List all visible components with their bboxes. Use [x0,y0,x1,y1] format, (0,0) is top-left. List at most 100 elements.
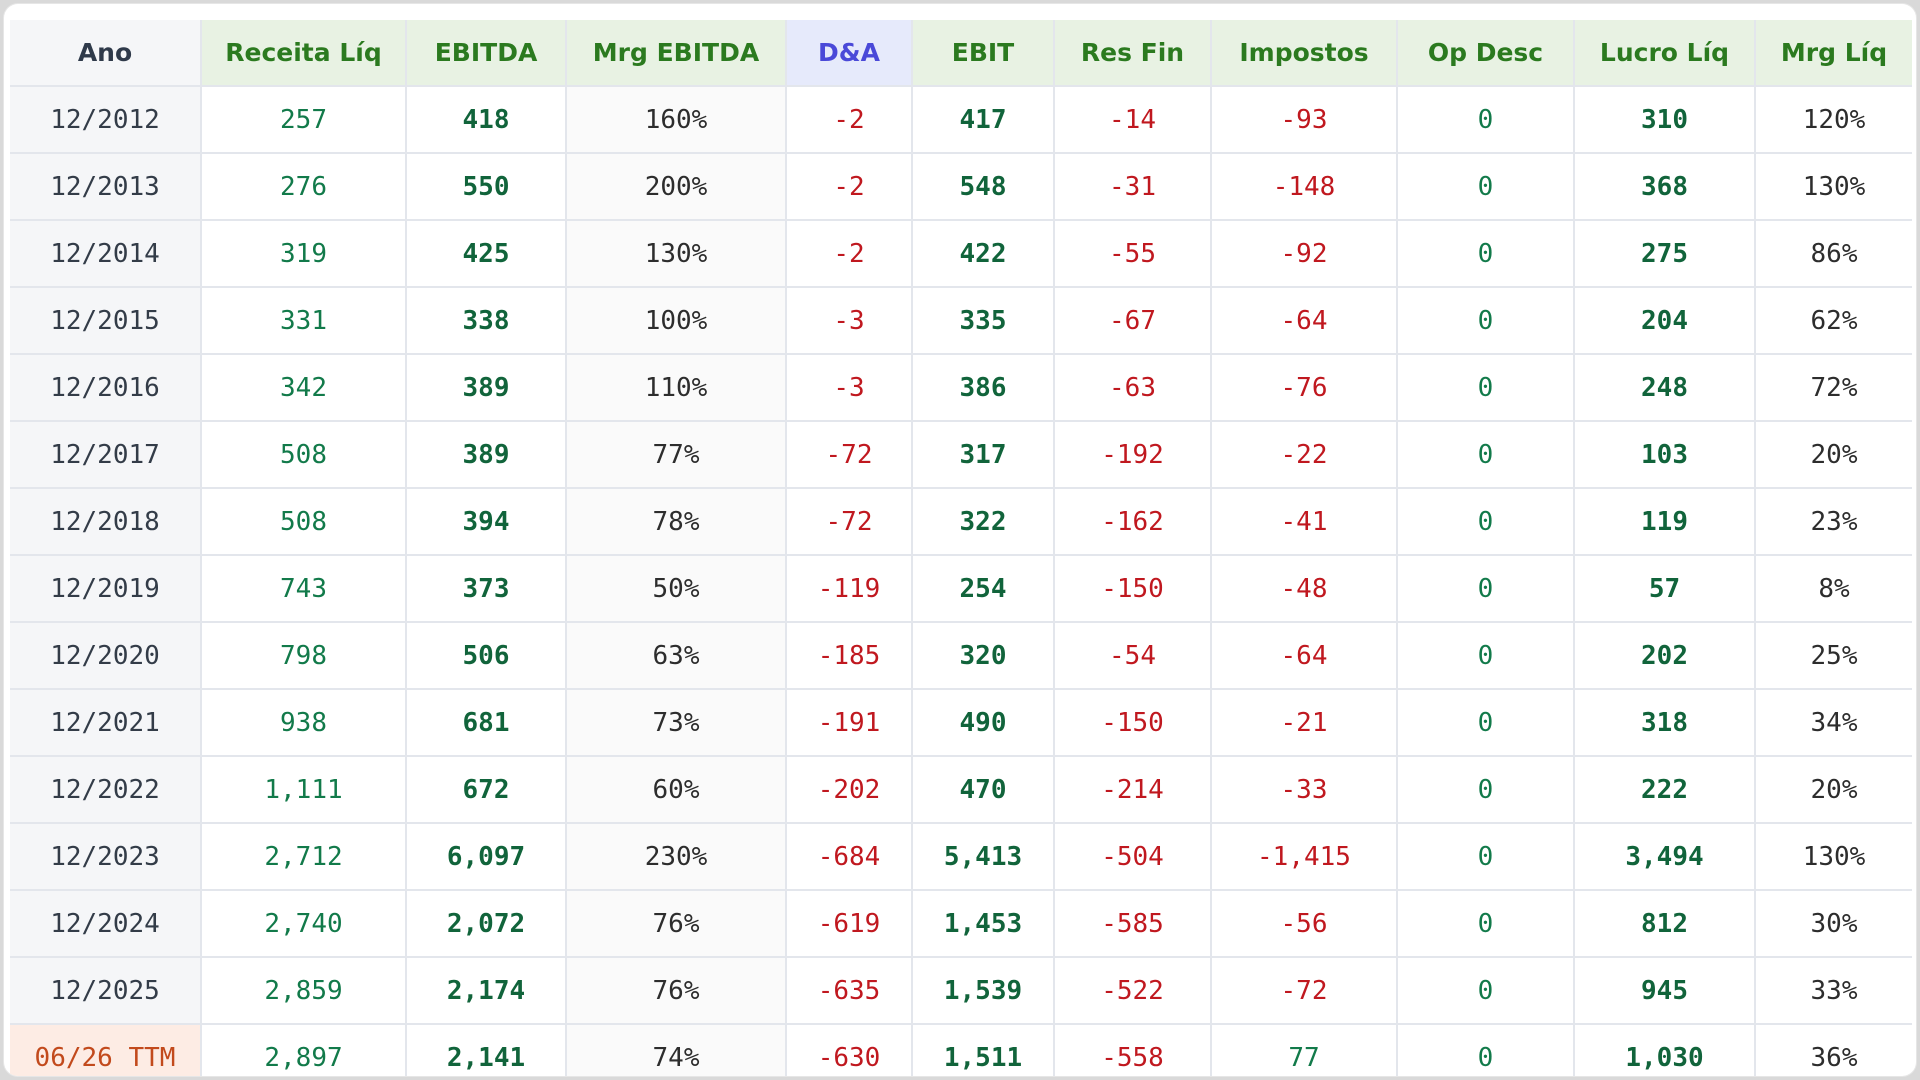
cell-ebit: 5,413 [912,823,1055,891]
cell-mrg-ebitda: 110% [566,354,787,422]
col-header-res-fin[interactable]: Res Fin [1054,20,1212,87]
cell-op-desc: 0 [1397,622,1575,690]
cell-ano: 12/2020 [10,622,202,690]
cell-res-fin: -504 [1054,823,1212,891]
cell-mrg-ebitda: 63% [566,622,787,690]
cell-ebit: 322 [912,488,1055,556]
cell-da: -202 [786,756,913,824]
cell-op-desc: 0 [1397,1024,1575,1076]
col-header-mrg-liq[interactable]: Mrg Líq [1755,20,1912,87]
cell-lucro: 318 [1574,689,1756,757]
cell-ebitda: 425 [406,220,567,288]
cell-mrg-ebitda: 200% [566,153,787,221]
cell-ebit: 1,453 [912,890,1055,958]
cell-ebit: 1,539 [912,957,1055,1025]
cell-res-fin: -522 [1054,957,1212,1025]
col-header-lucro[interactable]: Lucro Líq [1574,20,1756,87]
cell-op-desc: 0 [1397,890,1575,958]
table-row: 12/2025 2,859 2,174 76% -635 1,539 -522 -72 0 945… [10,957,1912,1025]
cell-op-desc: 0 [1397,555,1575,623]
table-row: 12/2023 2,712 6,097 230% -684 5,413 -504 -1,415… [10,823,1912,891]
cell-ebit: 422 [912,220,1055,288]
cell-impostos: -72 [1211,957,1398,1025]
table-row: 12/2020 798 506 63% -185 320 -54 -64 0 202 25% [10,622,1912,690]
cell-ano: 12/2014 [10,220,202,288]
cell-da: -185 [786,622,913,690]
cell-res-fin: -63 [1054,354,1212,422]
cell-ebit: 548 [912,153,1055,221]
col-header-ano[interactable]: Ano [10,20,202,87]
col-header-ebitda[interactable]: EBITDA [406,20,567,87]
cell-mrg-liq: 8% [1755,555,1912,623]
cell-da: -684 [786,823,913,891]
cell-da: -3 [786,287,913,355]
cell-ebit: 320 [912,622,1055,690]
cell-mrg-liq: 36% [1755,1024,1912,1076]
cell-da: -2 [786,220,913,288]
cell-receita: 276 [201,153,407,221]
cell-impostos: -64 [1211,287,1398,355]
cell-mrg-ebitda: 76% [566,890,787,958]
cell-mrg-liq: 33% [1755,957,1912,1025]
cell-ano: 12/2015 [10,287,202,355]
cell-lucro: 103 [1574,421,1756,489]
cell-receita: 508 [201,421,407,489]
col-header-receita[interactable]: Receita Líq [201,20,407,87]
cell-receita: 2,859 [201,957,407,1025]
cell-mrg-liq: 72% [1755,354,1912,422]
cell-lucro: 3,494 [1574,823,1756,891]
cell-impostos: -148 [1211,153,1398,221]
cell-ano: 12/2023 [10,823,202,891]
col-header-da[interactable]: D&A [786,20,913,87]
cell-res-fin: -14 [1054,86,1212,154]
table-row: 12/2021 938 681 73% -191 490 -150 -21 0 318 34% [10,689,1912,757]
cell-receita: 743 [201,555,407,623]
cell-ebit: 470 [912,756,1055,824]
cell-ebitda: 373 [406,555,567,623]
cell-ano: 12/2018 [10,488,202,556]
col-header-mrg-ebitda[interactable]: Mrg EBITDA [566,20,787,87]
cell-ebit: 490 [912,689,1055,757]
table-row: 12/2017 508 389 77% -72 317 -192 -22 0 103 20% [10,421,1912,489]
cell-ebitda: 506 [406,622,567,690]
cell-da: -635 [786,957,913,1025]
col-header-ebit[interactable]: EBIT [912,20,1055,87]
cell-ano: 12/2013 [10,153,202,221]
cell-mrg-liq: 130% [1755,823,1912,891]
cell-receita: 2,740 [201,890,407,958]
cell-impostos: -33 [1211,756,1398,824]
table-row: 12/2018 508 394 78% -72 322 -162 -41 0 119 23% [10,488,1912,556]
cell-res-fin: -162 [1054,488,1212,556]
cell-mrg-liq: 86% [1755,220,1912,288]
cell-ano: 12/2024 [10,890,202,958]
cell-ebit: 417 [912,86,1055,154]
cell-da: -72 [786,421,913,489]
cell-receita: 342 [201,354,407,422]
cell-mrg-liq: 25% [1755,622,1912,690]
cell-res-fin: -31 [1054,153,1212,221]
cell-op-desc: 0 [1397,153,1575,221]
cell-lucro: 1,030 [1574,1024,1756,1076]
cell-op-desc: 0 [1397,756,1575,824]
cell-ebit: 335 [912,287,1055,355]
cell-mrg-liq: 34% [1755,689,1912,757]
cell-lucro: 812 [1574,890,1756,958]
cell-ebit: 317 [912,421,1055,489]
cell-res-fin: -192 [1054,421,1212,489]
cell-ano: 12/2022 [10,756,202,824]
cell-lucro: 945 [1574,957,1756,1025]
cell-receita: 331 [201,287,407,355]
cell-res-fin: -67 [1054,287,1212,355]
cell-receita: 257 [201,86,407,154]
cell-impostos: -22 [1211,421,1398,489]
cell-receita: 2,897 [201,1024,407,1076]
cell-lucro: 275 [1574,220,1756,288]
cell-ebitda: 6,097 [406,823,567,891]
col-header-impostos[interactable]: Impostos [1211,20,1398,87]
cell-op-desc: 0 [1397,689,1575,757]
cell-ano: 06/26 TTM [10,1024,202,1076]
cell-op-desc: 0 [1397,823,1575,891]
table-row: 12/2015 331 338 100% -3 335 -67 -64 0 204 62% [10,287,1912,355]
col-header-op-desc[interactable]: Op Desc [1397,20,1575,87]
cell-ebitda: 389 [406,354,567,422]
